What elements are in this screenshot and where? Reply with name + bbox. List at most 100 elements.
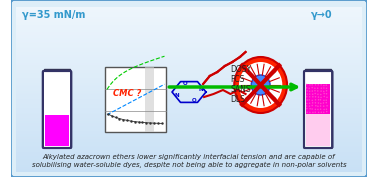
Circle shape [311,87,313,88]
Circle shape [306,84,307,86]
Circle shape [320,90,322,92]
Bar [15,139,363,141]
Bar [15,127,363,129]
Bar [15,43,363,45]
Text: γ=35 mN/m: γ=35 mN/m [22,10,85,20]
Bar [15,27,363,28]
Bar [15,111,363,113]
Bar [15,104,363,106]
Circle shape [306,105,307,107]
Bar [15,75,363,76]
Bar [15,38,363,40]
Bar [15,55,363,56]
Bar [306,84,330,114]
Bar [15,15,363,17]
Bar [15,99,363,101]
Circle shape [315,91,316,92]
Bar [15,58,363,60]
Bar [15,96,363,98]
Circle shape [234,57,287,113]
Bar [15,76,363,78]
Circle shape [309,105,310,107]
Bar [15,103,363,104]
Circle shape [320,96,322,97]
Circle shape [309,102,311,104]
Bar [15,88,363,90]
Circle shape [314,96,316,98]
Circle shape [311,111,313,112]
Bar [15,136,363,137]
Circle shape [318,96,319,98]
Bar [15,132,363,134]
Bar [15,20,363,22]
Bar [15,47,363,48]
Circle shape [307,99,308,101]
Text: DOSY: DOSY [231,64,252,73]
Circle shape [320,105,322,107]
Bar [15,142,363,144]
Circle shape [318,102,319,103]
Bar [15,124,363,126]
Bar [15,83,363,85]
Circle shape [309,99,311,101]
Bar [15,162,363,164]
Circle shape [318,106,319,107]
Bar [15,122,363,124]
Text: N: N [199,87,203,92]
Bar [15,116,363,118]
Bar [15,129,363,131]
Text: DLS: DLS [231,95,245,104]
Circle shape [323,93,325,95]
Circle shape [326,93,327,94]
Circle shape [306,93,307,95]
Bar [15,12,363,14]
Bar [15,108,363,109]
Bar [15,167,363,169]
Circle shape [312,97,313,98]
Circle shape [323,90,324,92]
Circle shape [326,102,327,104]
Bar [15,79,363,81]
Circle shape [326,105,328,107]
Bar [15,22,363,24]
Bar [15,70,363,71]
Text: γ→0: γ→0 [311,10,333,20]
Bar [15,170,363,172]
Bar [15,152,363,154]
Bar [15,144,363,146]
Bar [15,60,363,61]
Bar [15,94,363,96]
Text: SANS: SANS [231,84,251,93]
Bar [15,134,363,136]
Circle shape [320,84,321,85]
Bar [15,9,363,10]
FancyBboxPatch shape [10,0,368,177]
Bar [15,32,363,33]
Text: O: O [192,98,196,103]
Bar [15,147,363,149]
Circle shape [318,90,319,92]
Circle shape [326,111,327,113]
Bar [15,68,363,70]
Bar [15,14,363,15]
Circle shape [308,87,310,89]
Circle shape [321,93,322,95]
Bar [15,30,363,32]
Bar [45,83,69,115]
Circle shape [315,108,316,110]
Bar [15,28,363,30]
Bar [15,101,363,103]
Bar [15,40,363,42]
Bar [15,7,363,9]
Bar [15,118,363,119]
Bar [15,37,363,38]
Bar [15,131,363,132]
Bar [15,155,363,157]
Bar [15,109,363,111]
Bar [306,114,330,146]
Circle shape [307,111,308,112]
Circle shape [306,108,307,110]
Circle shape [306,90,308,92]
Circle shape [308,108,310,110]
Circle shape [323,108,325,110]
